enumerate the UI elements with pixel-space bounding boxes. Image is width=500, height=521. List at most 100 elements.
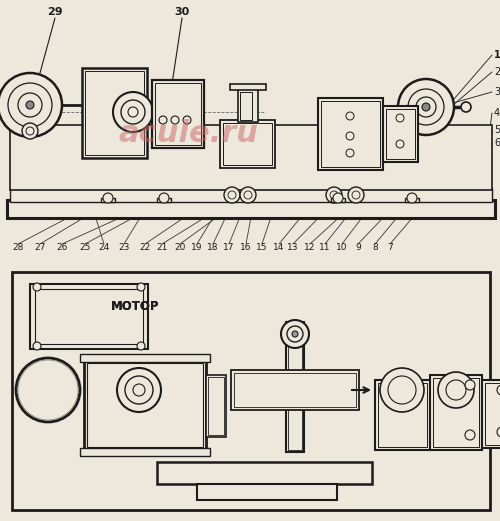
Bar (375, 380, 430, 450)
Bar (82, 68, 147, 158)
Bar (84, 360, 206, 450)
Circle shape (497, 385, 500, 395)
Circle shape (117, 368, 161, 412)
Circle shape (228, 191, 236, 199)
Circle shape (346, 132, 354, 140)
Circle shape (465, 380, 475, 390)
Circle shape (416, 97, 436, 117)
Text: 8: 8 (372, 243, 378, 253)
Bar (405, 198, 419, 202)
Bar (80, 354, 210, 362)
Text: 22: 22 (140, 243, 150, 253)
Circle shape (18, 360, 78, 420)
Bar (430, 375, 482, 450)
Bar (35, 289, 143, 344)
Circle shape (224, 187, 240, 203)
Bar (87, 363, 203, 447)
Circle shape (352, 191, 360, 199)
Bar (240, 92, 252, 120)
Circle shape (346, 112, 354, 120)
Bar (80, 448, 210, 456)
Bar (85, 71, 144, 155)
Text: 5: 5 (494, 125, 500, 135)
Circle shape (133, 384, 145, 396)
Text: 11: 11 (320, 243, 331, 253)
Bar (331, 198, 345, 202)
Text: 12: 12 (304, 243, 316, 253)
Circle shape (16, 358, 80, 422)
Circle shape (22, 364, 74, 416)
Bar (230, 84, 266, 90)
Bar (7, 200, 495, 218)
Text: 7: 7 (387, 243, 393, 253)
Text: 18: 18 (208, 243, 219, 253)
Bar (318, 98, 383, 170)
Circle shape (292, 331, 298, 337)
Circle shape (408, 89, 444, 125)
Circle shape (125, 376, 153, 404)
Text: 6: 6 (494, 138, 500, 148)
Circle shape (398, 79, 454, 135)
Circle shape (348, 187, 364, 203)
Bar (386, 109, 415, 159)
Text: 17: 17 (223, 243, 235, 253)
Bar (485, 383, 500, 445)
Bar (197, 484, 337, 500)
Circle shape (159, 193, 169, 203)
Circle shape (113, 92, 153, 132)
Bar (206, 375, 226, 437)
Circle shape (26, 101, 34, 109)
Text: 13: 13 (287, 243, 299, 253)
Bar (234, 373, 356, 407)
Circle shape (446, 380, 466, 400)
Circle shape (330, 191, 338, 199)
Bar (288, 324, 302, 450)
Text: 2: 2 (494, 67, 500, 77)
Circle shape (407, 193, 417, 203)
Circle shape (422, 103, 430, 111)
Text: 1: 1 (494, 50, 500, 60)
Text: 25: 25 (80, 243, 90, 253)
Circle shape (244, 191, 252, 199)
Circle shape (44, 386, 52, 394)
Circle shape (33, 283, 41, 291)
Circle shape (380, 368, 424, 412)
Circle shape (159, 116, 167, 124)
Circle shape (171, 116, 179, 124)
Bar (10, 188, 492, 202)
Circle shape (128, 107, 138, 117)
Text: 24: 24 (98, 243, 110, 253)
Text: 23: 23 (118, 243, 130, 253)
Circle shape (18, 93, 42, 117)
Circle shape (26, 127, 34, 135)
Circle shape (326, 187, 342, 203)
Text: 30: 30 (174, 7, 190, 17)
Bar (378, 383, 427, 447)
Text: 26: 26 (56, 243, 68, 253)
Bar (152, 80, 204, 148)
Bar (157, 462, 372, 484)
Bar (220, 120, 275, 168)
Circle shape (461, 102, 471, 112)
Text: 3: 3 (494, 87, 500, 97)
Text: 15: 15 (256, 243, 268, 253)
Circle shape (8, 83, 52, 127)
Text: 20: 20 (174, 243, 186, 253)
Circle shape (103, 193, 113, 203)
Circle shape (33, 342, 41, 350)
Text: 29: 29 (47, 7, 63, 17)
Bar (157, 198, 171, 202)
Bar (101, 198, 115, 202)
Circle shape (438, 372, 474, 408)
Circle shape (0, 73, 62, 137)
Circle shape (137, 342, 145, 350)
Bar (231, 370, 359, 410)
Circle shape (281, 320, 309, 348)
Bar (208, 377, 224, 435)
Bar (238, 88, 258, 122)
Circle shape (388, 376, 416, 404)
Text: 9: 9 (355, 243, 361, 253)
Circle shape (22, 123, 38, 139)
Text: 10: 10 (336, 243, 348, 253)
Bar (433, 378, 479, 447)
